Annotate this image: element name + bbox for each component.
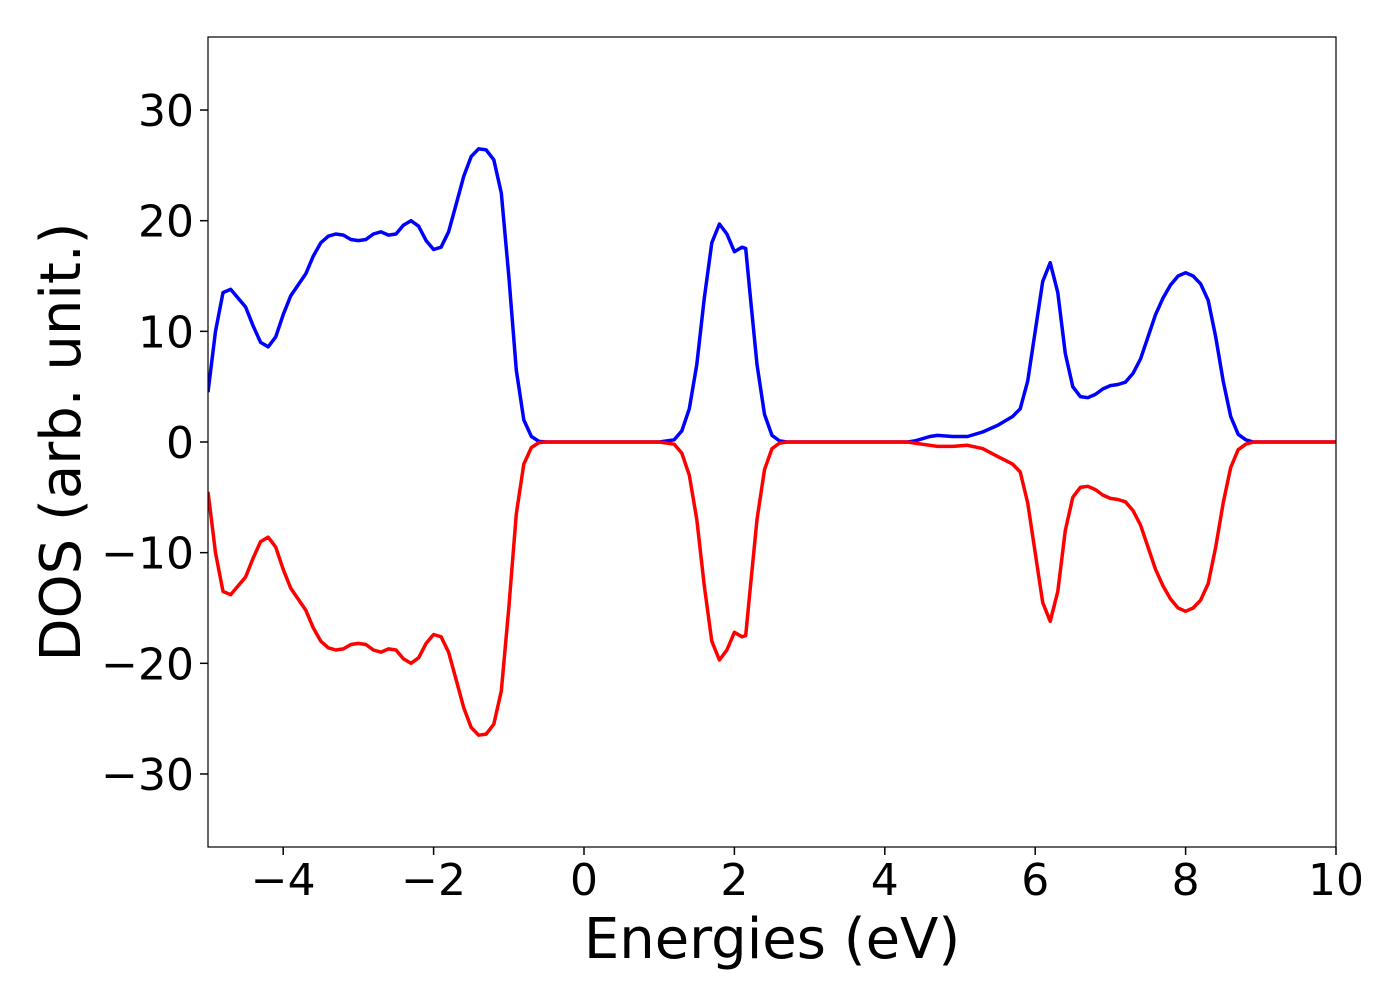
- x-tick-label: 4: [871, 855, 899, 906]
- y-tick-label: 30: [138, 86, 194, 137]
- y-axis-label: DOS (arb. unit.): [29, 222, 94, 661]
- series-line: [208, 147, 1336, 444]
- y-tick-label: 20: [138, 197, 194, 248]
- y-tick-label: −30: [101, 750, 194, 801]
- x-tick-label: 8: [1172, 855, 1200, 906]
- x-tick-label: −2: [401, 855, 466, 906]
- x-tick-label: 0: [570, 855, 598, 906]
- y-tick-label: −10: [101, 529, 194, 580]
- x-tick-label: 10: [1308, 855, 1364, 906]
- x-tick-label: 6: [1021, 855, 1049, 906]
- y-tick-label: −20: [101, 639, 194, 690]
- plot-frame: [207, 36, 1337, 848]
- x-tick-label: 2: [720, 855, 748, 906]
- x-axis-label: Energies (eV): [584, 907, 960, 972]
- y-tick-label: 0: [166, 418, 194, 469]
- y-tick-label: 10: [138, 307, 194, 358]
- x-tick-label: −4: [251, 855, 316, 906]
- series-line: [208, 440, 1336, 737]
